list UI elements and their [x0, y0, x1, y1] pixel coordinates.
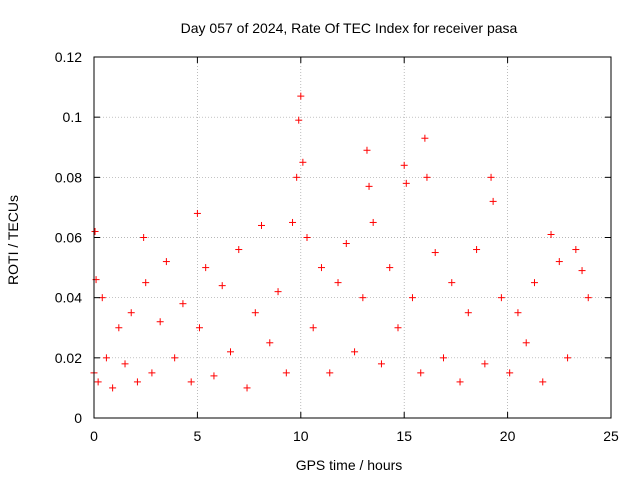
data-point — [417, 369, 425, 377]
data-point — [481, 360, 489, 368]
data-point — [487, 173, 495, 181]
data-point — [187, 378, 195, 386]
data-point — [448, 279, 456, 287]
x-tick-label: 20 — [500, 428, 516, 444]
data-point — [377, 360, 385, 368]
y-tick-label: 0.04 — [55, 290, 82, 306]
data-point — [289, 218, 297, 226]
y-tick-label: 0.08 — [55, 169, 82, 185]
data-point — [564, 354, 572, 362]
data-point — [514, 309, 522, 317]
data-point — [226, 348, 234, 356]
x-tick-label: 15 — [396, 428, 412, 444]
data-point — [408, 294, 416, 302]
data-point — [121, 360, 129, 368]
data-point — [282, 369, 290, 377]
data-point — [156, 318, 164, 326]
data-point — [326, 369, 334, 377]
data-point — [91, 227, 99, 235]
data-point — [171, 354, 179, 362]
data-point — [402, 179, 410, 187]
data-point — [351, 348, 359, 356]
data-point — [115, 324, 123, 332]
data-point — [334, 279, 342, 287]
data-point — [342, 240, 350, 248]
y-tick-label: 0 — [74, 410, 82, 426]
data-point — [251, 309, 259, 317]
data-point — [473, 246, 481, 254]
data-point — [464, 309, 472, 317]
data-point — [94, 378, 102, 386]
data-point — [423, 173, 431, 181]
x-tick-label: 0 — [90, 428, 98, 444]
data-point — [127, 309, 135, 317]
data-point — [400, 161, 408, 169]
data-point — [555, 258, 563, 266]
data-point — [140, 234, 148, 241]
data-point — [431, 249, 439, 257]
x-tick-label: 5 — [194, 428, 202, 444]
data-point — [274, 288, 282, 296]
data-point — [506, 369, 514, 377]
y-tick-label: 0.1 — [63, 109, 83, 125]
data-point — [102, 354, 110, 362]
data-point — [317, 264, 325, 272]
data-point — [109, 384, 117, 392]
data-point — [218, 282, 226, 290]
data-point — [293, 173, 301, 181]
y-axis-label: ROTI / TECUs — [5, 195, 21, 285]
data-point — [202, 264, 210, 272]
data-point — [363, 146, 371, 154]
data-point — [235, 246, 243, 254]
data-point — [369, 218, 377, 226]
data-point — [210, 372, 218, 380]
data-point — [303, 234, 311, 241]
data-point — [162, 258, 170, 266]
data-point — [309, 324, 317, 332]
chart-title: Day 057 of 2024, Rate Of TEC Index for r… — [181, 20, 518, 36]
data-point — [489, 197, 497, 205]
data-point — [295, 116, 303, 124]
data-point — [258, 221, 266, 229]
data-point — [359, 294, 367, 302]
data-point — [148, 369, 156, 377]
x-axis-ticks: 0 5 10 15 20 25 — [90, 57, 619, 444]
data-point — [266, 339, 274, 347]
grid-lines — [94, 57, 611, 418]
data-point — [522, 339, 530, 347]
x-tick-label: 25 — [603, 428, 619, 444]
data-point — [578, 267, 586, 275]
data-point — [193, 209, 201, 217]
y-tick-label: 0.12 — [55, 49, 82, 65]
data-point — [584, 294, 592, 302]
data-point — [439, 354, 447, 362]
data-point — [497, 294, 505, 302]
y-axis-ticks: 0 0.02 0.04 0.06 0.08 0.1 0.12 — [55, 49, 611, 426]
data-point — [530, 279, 538, 287]
data-point — [299, 158, 307, 166]
data-point — [297, 92, 305, 100]
data-point — [179, 300, 187, 308]
y-tick-label: 0.06 — [55, 230, 82, 246]
data-point — [195, 324, 203, 332]
y-tick-label: 0.02 — [55, 350, 82, 366]
x-tick-label: 10 — [293, 428, 309, 444]
data-point — [386, 264, 394, 272]
data-point — [243, 384, 251, 392]
data-point — [133, 378, 141, 386]
data-point — [547, 230, 555, 238]
data-point — [456, 378, 464, 386]
data-point — [394, 324, 402, 332]
data-point — [539, 378, 547, 386]
data-point — [572, 246, 580, 254]
data-points — [90, 92, 592, 392]
data-point — [142, 279, 150, 287]
x-axis-label: GPS time / hours — [296, 457, 403, 473]
data-point — [365, 182, 373, 190]
data-point — [421, 134, 429, 142]
